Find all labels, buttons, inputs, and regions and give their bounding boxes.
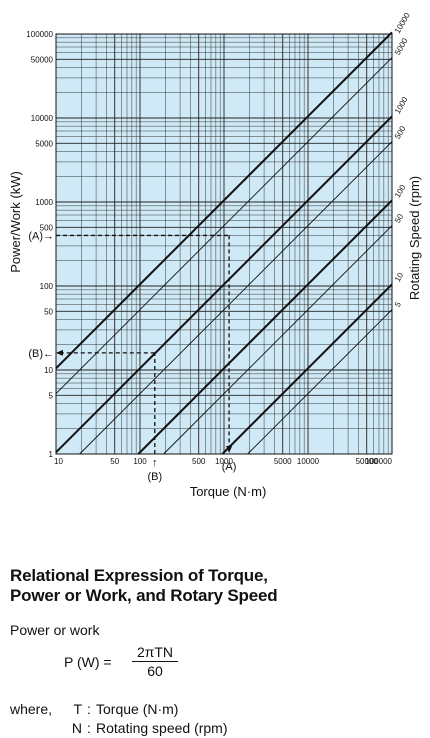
speed-line-10 <box>221 283 393 455</box>
annotation-b-bottom-label: (B) <box>147 471 162 483</box>
y-tick-labels: 1 5 10 50 100 500 1000 5000 10000 50000 100000 <box>26 30 53 459</box>
x-tick-label: 10000 <box>297 457 320 466</box>
x-tick-label: 10 <box>54 457 63 466</box>
x-tick-label: 1000 <box>215 457 233 466</box>
annotation-a-bottom-label: (A) <box>222 461 237 473</box>
speed-colon: : <box>87 720 91 736</box>
y-tick-label: 1000 <box>35 198 53 207</box>
speed-line-100 <box>137 199 393 455</box>
y-axis-label: Power/Work (kW) <box>8 171 23 273</box>
speed-tick-label: 10 <box>393 271 406 284</box>
speed-tick-label: 5000 <box>393 36 410 56</box>
speed-tick-label: 5 <box>393 300 403 309</box>
variable-definitions: where, T : Torque (N·m) N : Rotating spe… <box>10 700 420 738</box>
formula-denominator: 60 <box>147 663 163 679</box>
speed-tick-label: 1000 <box>393 95 410 115</box>
annotation-b-up-arrow: ↑ <box>152 457 158 469</box>
speed-tick-label: 500 <box>393 124 408 141</box>
y-tick-label: 10 <box>44 366 53 375</box>
y-tick-label: 10000 <box>31 114 54 123</box>
section-title: Relational Expression of Torque, Power o… <box>10 566 420 606</box>
speed-line-1000 <box>55 115 393 454</box>
where-label: where, <box>10 701 53 717</box>
annotation-b-left-label: (B)← <box>28 348 54 360</box>
speed-tick-label: 100 <box>393 183 408 200</box>
x-axis-label: Torque (N·m) <box>190 484 267 499</box>
torque-description: Torque (N·m) <box>96 701 179 717</box>
definition-torque: where, T : Torque (N·m) <box>10 700 420 719</box>
formula-numerator: 2πTN <box>132 644 178 662</box>
speed-line-500 <box>79 141 393 455</box>
x-tick-label: 100000 <box>365 457 392 466</box>
x-tick-label: 500 <box>192 457 206 466</box>
annotation-b-arrowhead <box>56 349 63 356</box>
y-tick-label: 500 <box>40 223 54 232</box>
speed-lines <box>55 31 393 455</box>
y-tick-label: 5000 <box>35 139 53 148</box>
formula-fraction: 2πTN 60 <box>132 644 178 679</box>
torque-symbol: T <box>73 701 82 717</box>
speed-tick-label: 50 <box>393 212 406 225</box>
speed-line-5 <box>247 309 393 455</box>
example-annotations: (A)→ (A) (B)← ↑ (B) <box>28 230 236 483</box>
speed-line-10000 <box>55 31 393 370</box>
x-tick-label: 100 <box>133 457 147 466</box>
speed-symbol: N <box>71 720 82 736</box>
y-tick-label: 5 <box>49 391 54 400</box>
y-tick-label: 50 <box>44 307 53 316</box>
x-tick-label: 5000 <box>274 457 292 466</box>
title-line-2: Power or Work, and Rotary Speed <box>10 586 278 605</box>
y-tick-label: 1 <box>49 450 54 459</box>
power-formula: P (W) = 2πTN 60 <box>10 644 420 684</box>
power-label: Power or work <box>10 622 100 638</box>
speed-tick-label: 10000 <box>393 11 412 35</box>
grid-minor <box>56 34 392 454</box>
y-tick-label: 100000 <box>26 30 53 39</box>
torque-colon: : <box>87 701 91 717</box>
speed-line-50 <box>163 225 393 455</box>
speed-line-5000 <box>55 57 393 394</box>
title-line-1: Relational Expression of Torque, <box>10 566 268 585</box>
formula-section: Relational Expression of Torque, Power o… <box>10 566 420 738</box>
right-axis-label: Rotating Speed (rpm) <box>407 176 422 300</box>
x-tick-label: 50 <box>110 457 119 466</box>
formula-lhs: P (W) = <box>64 654 112 670</box>
annotation-a-arrowhead <box>226 446 233 453</box>
y-tick-label: 50000 <box>31 55 54 64</box>
x-tick-label: 50000 <box>356 457 379 466</box>
plot-frame <box>55 33 393 455</box>
annotation-a-left-label: (A)→ <box>28 230 54 242</box>
y-tick-label: 100 <box>40 282 54 291</box>
